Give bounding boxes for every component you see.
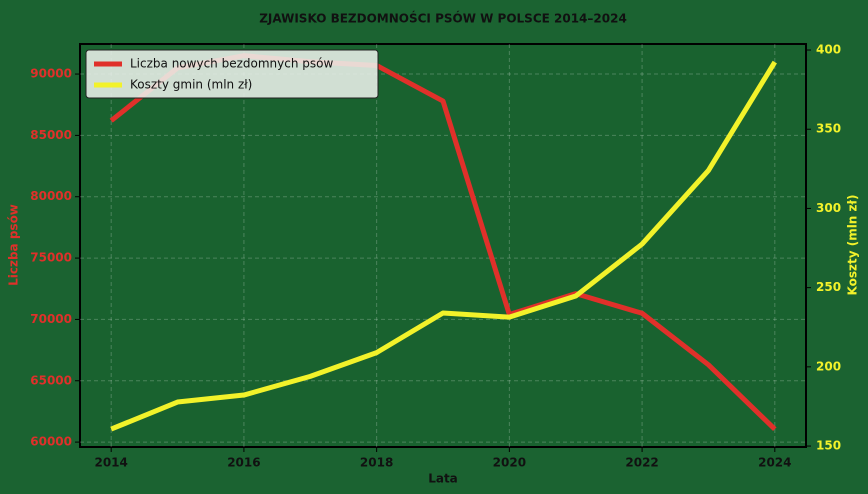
- y-tick-label: 70000: [30, 312, 72, 326]
- legend-label: Liczba nowych bezdomnych psów: [130, 57, 333, 71]
- legend-label: Koszty gmin (mln zł): [130, 78, 252, 92]
- x-tick-label: 2018: [360, 456, 393, 470]
- y2-tick-label: 350: [816, 122, 841, 136]
- x-axis-label: Lata: [428, 472, 458, 486]
- legend-box: [85, 49, 379, 99]
- x-tick-label: 2020: [493, 456, 526, 470]
- y-tick-label: 90000: [30, 67, 72, 81]
- y2-tick-label: 200: [816, 359, 841, 373]
- y-tick-label: 85000: [30, 128, 72, 142]
- line: [110, 60, 777, 432]
- y-axis-label: Liczba psów: [7, 204, 21, 286]
- y2-axis-label: Koszty (mln zł): [846, 195, 860, 296]
- y-tick-label: 75000: [30, 251, 72, 265]
- x-tick-label: 2014: [94, 456, 127, 470]
- x-tick-label: 2016: [227, 456, 260, 470]
- plot-area: [79, 43, 807, 448]
- y2-tick-label: 400: [816, 43, 841, 57]
- y-tick-label: 80000: [30, 189, 72, 203]
- y2-tick-label: 150: [816, 439, 841, 453]
- chart-title: ZJAWISKO BEZDOMNOŚCI PSÓW W POLSCE 2014–…: [259, 11, 627, 26]
- y2-tick-label: 300: [816, 201, 841, 215]
- x-tick-label: 2022: [625, 456, 658, 470]
- x-tick-label: 2024: [758, 456, 791, 470]
- y2-tick-label: 250: [816, 280, 841, 294]
- y-tick-label: 65000: [30, 373, 72, 387]
- y-tick-label: 60000: [30, 435, 72, 449]
